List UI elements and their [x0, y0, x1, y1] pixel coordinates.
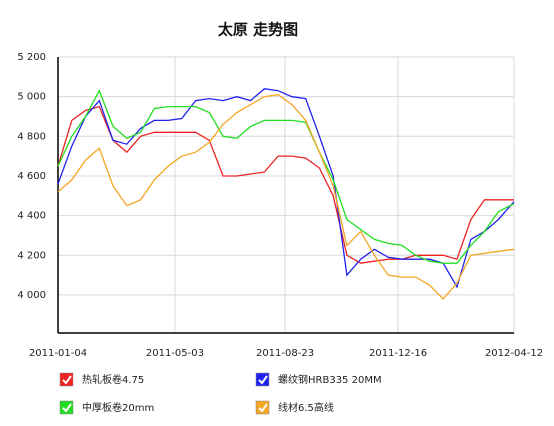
legend-check — [62, 403, 72, 413]
legend-checkbox[interactable] — [255, 372, 270, 387]
legend-checkbox[interactable] — [255, 400, 270, 415]
y-tick-label: 4 000 — [17, 290, 46, 301]
y-tick-label: 5 200 — [17, 52, 46, 63]
y-tick-label: 4 400 — [17, 211, 46, 222]
y-tick-label: 4 800 — [17, 131, 46, 142]
x-tick-label: 2011-05-03 — [146, 348, 204, 359]
series-line — [57, 94, 515, 300]
legend-check — [258, 375, 268, 385]
y-tick-label: 4 200 — [17, 250, 46, 261]
series-line — [57, 105, 514, 264]
legend-checkbox[interactable] — [59, 372, 74, 387]
x-tick-label: 2011-12-16 — [369, 348, 427, 359]
legend-label: 中厚板卷20mm — [82, 401, 154, 414]
legend-item[interactable]: 中厚板卷20mm — [59, 400, 154, 415]
legend-item[interactable]: 热轧板卷4.75 — [59, 372, 144, 387]
legend-label: 螺纹钢HRB335 20MM — [278, 373, 382, 386]
legend-label: 线材6.5高线 — [278, 401, 334, 414]
x-tick-label: 2012-04-12 — [485, 348, 543, 359]
y-tick-label: 5 000 — [17, 92, 46, 103]
series-line — [57, 89, 515, 264]
legend-label: 热轧板卷4.75 — [82, 373, 144, 386]
legend-checkbox[interactable] — [59, 400, 74, 415]
chart-title: 太原 走势图 — [218, 21, 298, 39]
series-line — [57, 88, 515, 289]
legend-item[interactable]: 线材6.5高线 — [255, 400, 334, 415]
x-tick-label: 2011-01-04 — [29, 348, 87, 359]
legend-check — [62, 375, 72, 385]
legend-item[interactable]: 螺纹钢HRB335 20MM — [255, 372, 382, 387]
legend-check — [258, 403, 268, 413]
y-tick-label: 4 600 — [17, 171, 46, 182]
x-tick-label: 2011-08-23 — [256, 348, 314, 359]
